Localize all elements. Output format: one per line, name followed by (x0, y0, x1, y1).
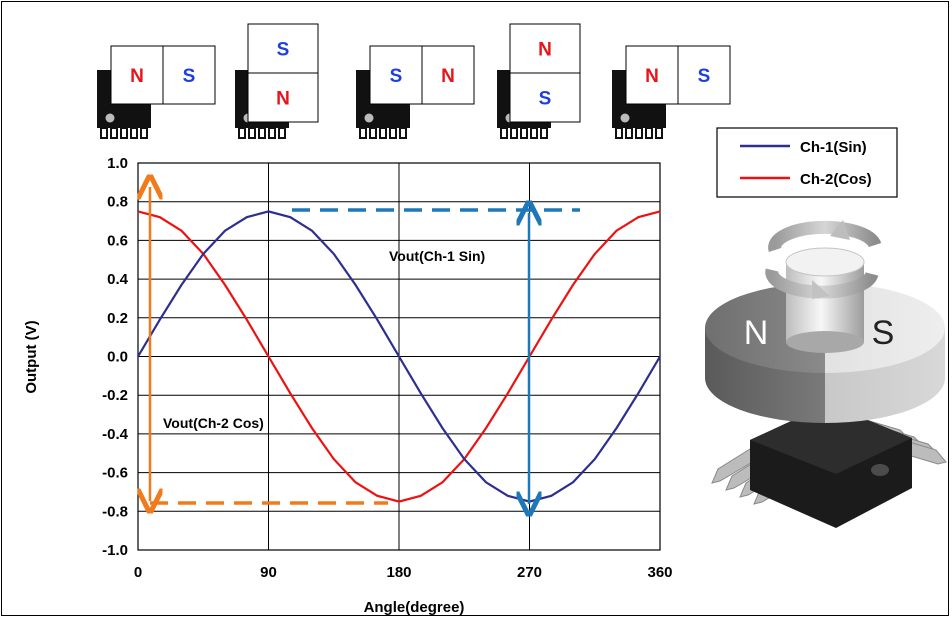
x-axis-title: Angle(degree) (364, 599, 465, 616)
chip-dot (620, 113, 630, 123)
magnet-pole-label: N (538, 40, 552, 61)
chip-pin (625, 127, 633, 139)
disk-label-n: N (744, 314, 769, 352)
x-tick-labels: 0 90 180 270 360 (134, 564, 673, 581)
y-tick-label: 0.6 (107, 232, 128, 249)
chip-pin (530, 127, 538, 139)
rotation-arrow-icon (765, 220, 882, 299)
rotating-magnet-disk: N S (705, 247, 945, 423)
y-tick-label: 0.2 (107, 310, 128, 327)
y-tick-label: -1.0 (102, 542, 128, 559)
magnet-pole-label: S (183, 66, 196, 87)
chip-pin (120, 127, 128, 139)
magnet-half (369, 45, 423, 105)
vout-ch2-label: Vout(Ch-2 Cos) (163, 415, 264, 431)
legend-label-ch2: Ch-2(Cos) (800, 171, 872, 188)
magnet-pole-label: S (698, 66, 711, 87)
chip-pin (500, 127, 508, 139)
y-tick-label: 1.0 (107, 155, 128, 172)
y-tick-label: -0.8 (102, 503, 128, 520)
chip-pin (540, 127, 548, 139)
y-tick-label: 0.8 (107, 194, 128, 211)
magnet-half (625, 45, 679, 105)
magnet-pole-label: S (390, 66, 403, 87)
chip-pin (635, 127, 643, 139)
x-tick-label: 90 (260, 564, 277, 581)
magnet-pole-label: S (539, 89, 552, 110)
legend-label-ch1: Ch-1(Sin) (800, 139, 867, 156)
chart-area: 1.0 0.8 0.6 0.4 0.2 0.0 -0.2 -0.4 -0.6 -0.8 -1.0 0… (23, 155, 673, 616)
magnet-half (247, 72, 319, 123)
y-axis-title: Output (V) (23, 320, 40, 393)
chip-pin (645, 127, 653, 139)
sensor-illustration: N S (705, 220, 947, 528)
chip-pin (510, 127, 518, 139)
magnet-pole-label: S (277, 40, 290, 61)
chip-pin (655, 127, 663, 139)
legend-box (716, 127, 898, 198)
magnet-half (509, 72, 581, 123)
y-tick-label: -0.2 (102, 387, 128, 404)
magnet-half (421, 45, 475, 105)
chip-pin (389, 127, 397, 139)
chip-dot (105, 113, 115, 123)
magnet-icon: NS (497, 23, 581, 139)
chip-pin (100, 127, 108, 139)
legend: Ch-1(Sin) Ch-2(Cos) (716, 127, 898, 198)
chip-dot (364, 113, 374, 123)
chip-pin (130, 127, 138, 139)
chip-pin (615, 127, 623, 139)
chip-pin (359, 127, 367, 139)
magnet-half (110, 45, 164, 105)
y-tick-labels: 1.0 0.8 0.6 0.4 0.2 0.0 -0.2 -0.4 -0.6 -0.8 -1.0 (102, 155, 129, 559)
disk-label-s: S (872, 314, 895, 352)
y-tick-label: 0.4 (107, 271, 129, 288)
y-tick-label: -0.6 (102, 465, 128, 482)
x-tick-label: 270 (517, 564, 542, 581)
chip-pin (520, 127, 528, 139)
x-tick-label: 180 (386, 564, 411, 581)
magnet-icon: SN (235, 23, 319, 139)
magnet-pole-label: N (276, 89, 290, 110)
chip-pin (140, 127, 148, 139)
magnet-half (162, 45, 216, 105)
chip-pin (369, 127, 377, 139)
x-tick-label: 0 (134, 564, 142, 581)
chip-pin (248, 127, 256, 139)
chip-pin (268, 127, 276, 139)
vout-ch1-label: Vout(Ch-1 Sin) (389, 248, 485, 264)
chip-pin (399, 127, 407, 139)
chip-pin (238, 127, 246, 139)
chip-pin (379, 127, 387, 139)
chip-pin (258, 127, 266, 139)
y-tick-label: 0.0 (107, 349, 128, 366)
sensor-chip (711, 404, 947, 528)
magnet-pole-label: N (130, 66, 144, 87)
chip-pin (110, 127, 118, 139)
y-tick-label: -0.4 (102, 426, 129, 443)
x-tick-label: 360 (647, 564, 672, 581)
magnet-pole-label: N (441, 66, 455, 87)
magnet-half (677, 45, 731, 105)
magnet-pole-label: N (645, 66, 659, 87)
chip-pin (278, 127, 286, 139)
